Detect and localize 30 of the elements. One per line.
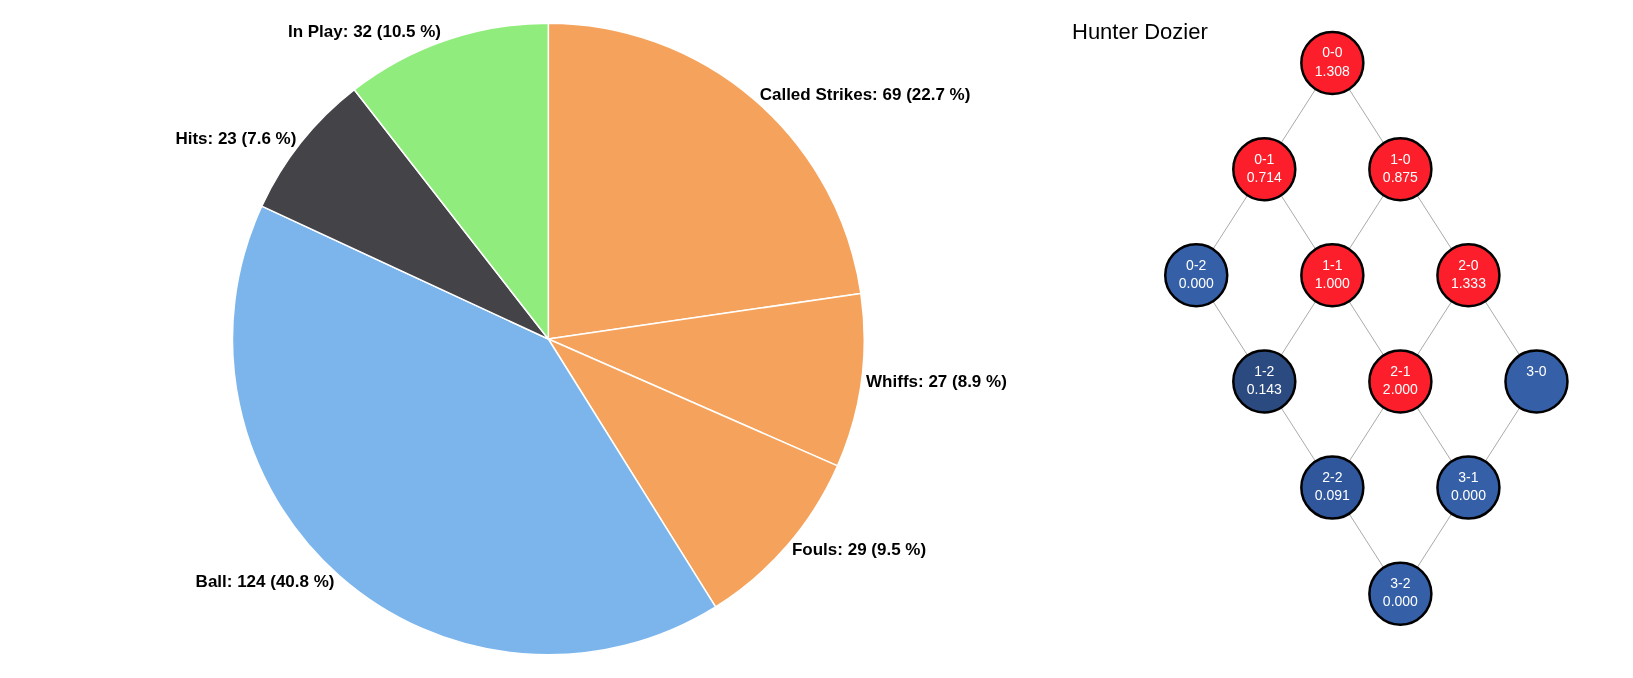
category-label: 2-2 [1322, 468, 1343, 485]
slice-label: Hits: 23 (7.6 %) [175, 129, 297, 149]
slice-label: Called Strikes: 69 (22.7 %) [759, 85, 971, 105]
data-label: 0.000 [1382, 593, 1419, 610]
data-label: 0.714 [1246, 168, 1283, 185]
data-label: 0.875 [1382, 168, 1419, 185]
category-label: 2-0 [1458, 256, 1479, 273]
category-label: 0-2 [1186, 256, 1207, 273]
category-label: 3-1 [1458, 468, 1479, 485]
data-label: 1.000 [1314, 274, 1351, 291]
slice-label: Whiffs: 27 (8.9 %) [866, 371, 1007, 391]
data-label: 0.000 [1178, 274, 1214, 291]
category-label: 1-0 [1390, 150, 1411, 167]
slice-label: In Play: 32 (10.5 %) [287, 22, 442, 42]
slice-label: Ball: 124 (40.8 %) [195, 571, 335, 591]
category-label: 3-2 [1390, 575, 1411, 592]
data-label: 2.000 [1382, 381, 1419, 398]
category-label: 3-0 [1526, 362, 1547, 379]
data-label: 1.333 [1450, 274, 1487, 291]
category-label: 0-1 [1254, 150, 1275, 167]
category-label: 2-1 [1390, 362, 1411, 379]
data-label: 0.000 [1450, 487, 1487, 504]
data-label: 0.091 [1314, 487, 1351, 504]
data-label: 1.308 [1314, 62, 1351, 79]
text: Hunter Dozier [1072, 19, 1208, 44]
slice-label: Fouls: 29 (9.5 %) [791, 540, 927, 560]
category-label: 0-0 [1322, 44, 1343, 61]
category-label: 1-1 [1322, 256, 1343, 273]
data-label: 0.143 [1246, 381, 1283, 398]
category-label: 1-2 [1254, 362, 1275, 379]
